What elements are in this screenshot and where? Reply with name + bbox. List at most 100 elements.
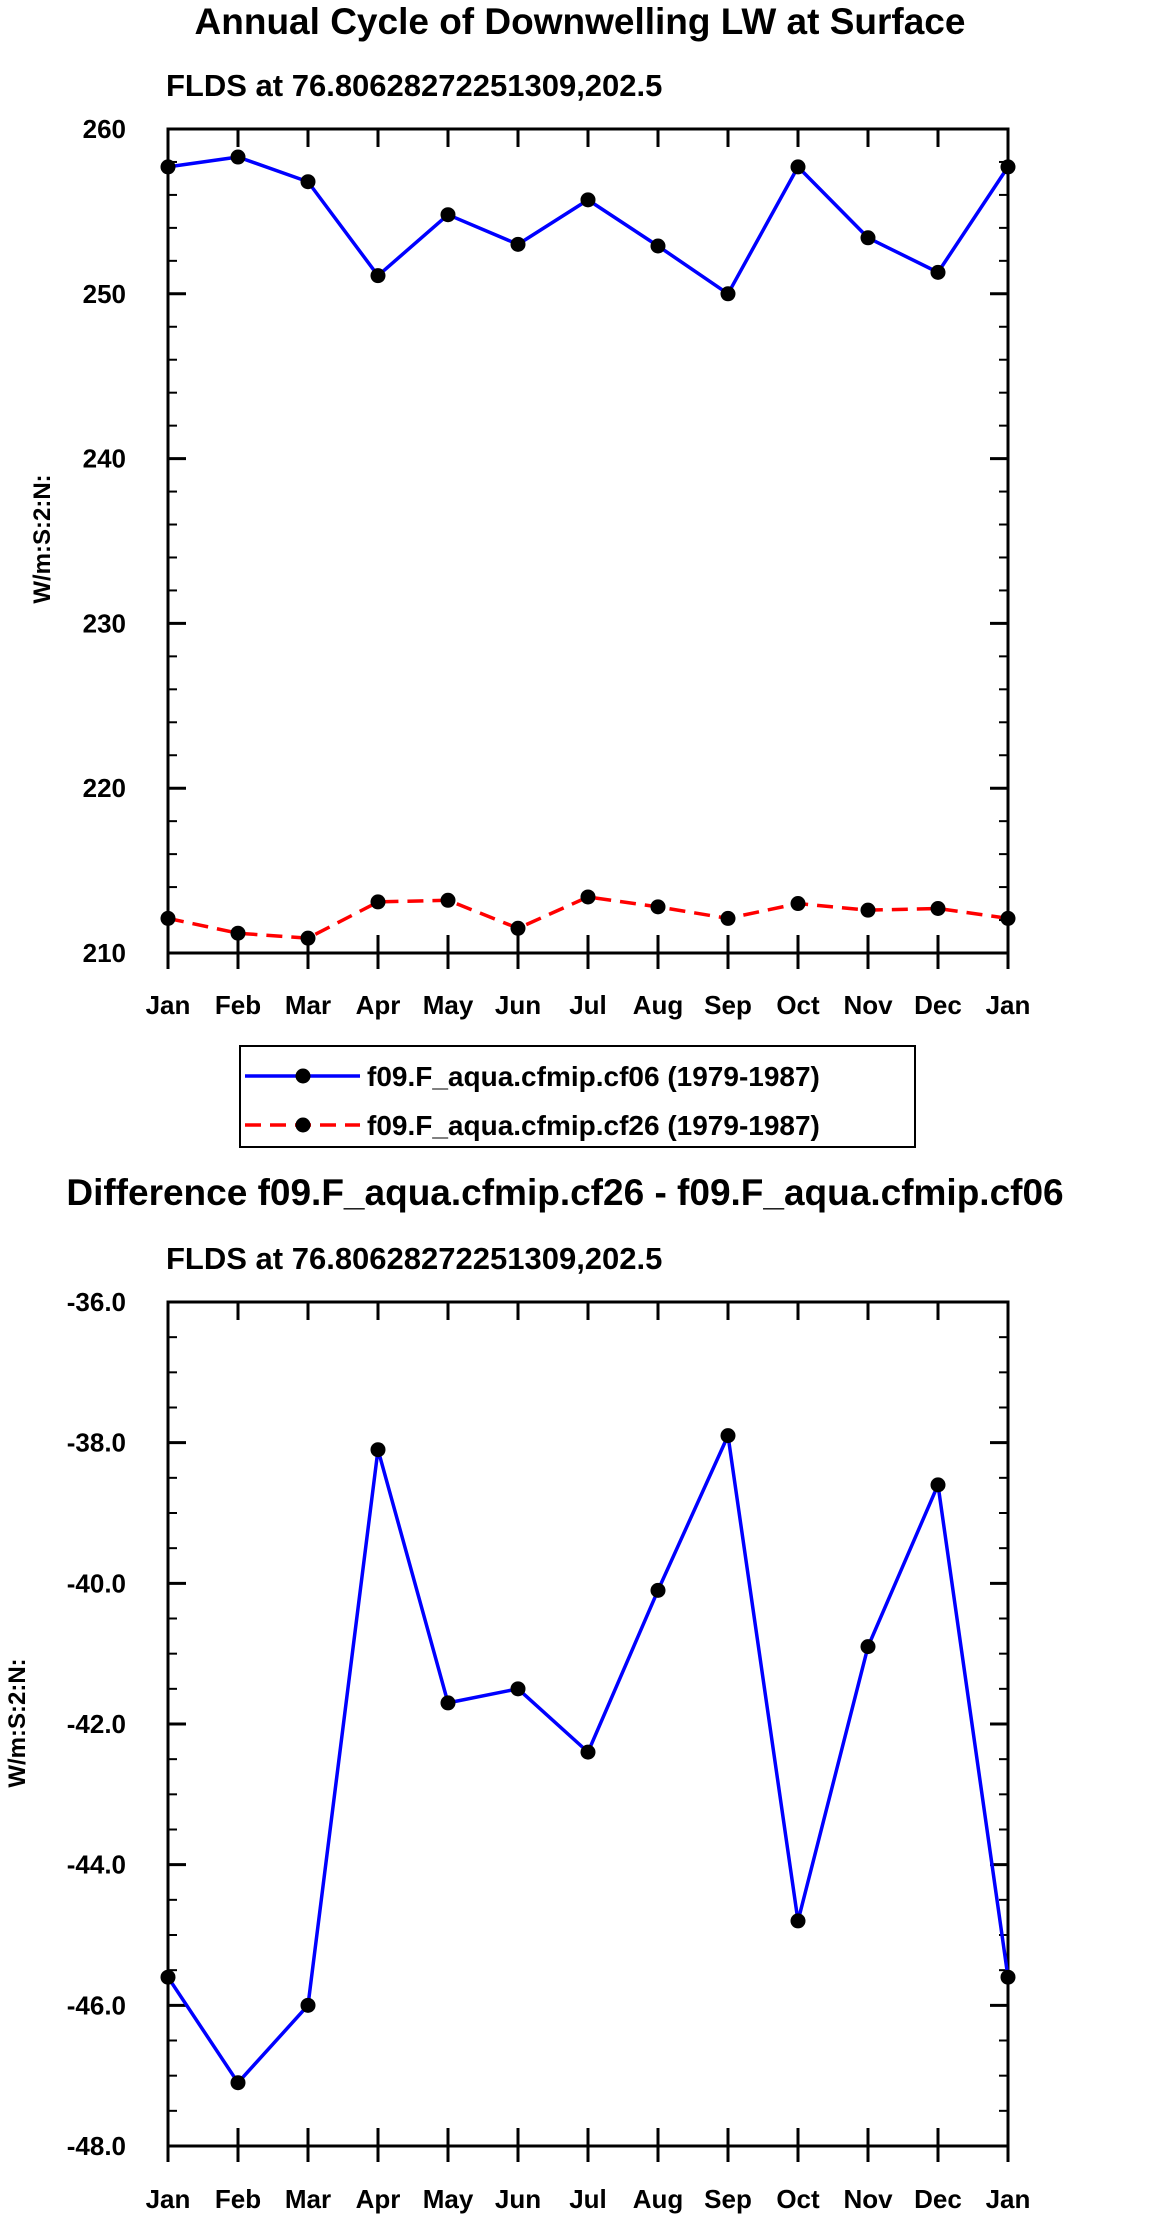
chart1-series-1-point <box>300 174 316 190</box>
chart2-xtick-label: Nov <box>843 2184 893 2214</box>
chart1-series-1-point <box>440 207 456 223</box>
chart2-series-1-point <box>230 2075 246 2091</box>
chart1-xtick-label: Mar <box>285 990 331 1020</box>
chart2-xtick-label: Dec <box>914 2184 962 2214</box>
chart1-series-2-point <box>720 910 736 926</box>
chart2-series-1-point <box>1000 1969 1016 1985</box>
chart2-xtick-label: Apr <box>356 2184 401 2214</box>
chart1-xtick-label: May <box>423 990 474 1020</box>
chart1-series-2-point <box>790 896 806 912</box>
legend-marker-2 <box>295 1117 311 1133</box>
legend: f09.F_aqua.cfmip.cf06 (1979-1987) f09.F_a… <box>245 1061 820 1141</box>
chart1-series-1-point <box>160 159 176 175</box>
chart2-ytick-label: -46.0 <box>67 1990 126 2020</box>
chart2-ytick-label: -38.0 <box>67 1428 126 1458</box>
chart2-xtick-label: Jan <box>146 2184 191 2214</box>
chart1-series-line-1 <box>167 155 1010 296</box>
chart1-series-2-point <box>300 930 316 946</box>
chart2-xtick-label: Sep <box>704 2184 752 2214</box>
chart2-subtitle: FLDS at 76.80628272251309,202.5 <box>166 1241 662 1276</box>
chart2-xtick-label: Jun <box>495 2184 541 2214</box>
chart1-series-2-point <box>650 899 666 915</box>
chart1-xtick-label: Oct <box>776 990 820 1020</box>
chart1-xtick-label: Jan <box>146 990 191 1020</box>
chart2-ytick-label: -48.0 <box>67 2131 126 2161</box>
chart2-ytick-label: -40.0 <box>67 1568 126 1598</box>
chart1-series-1-point <box>510 236 526 252</box>
chart1-title: Annual Cycle of Downwelling LW at Surfac… <box>195 1 966 42</box>
chart2-xtick-label: Mar <box>285 2184 331 2214</box>
chart1-series-1-point <box>580 192 596 208</box>
chart1-series-1-point <box>720 286 736 302</box>
chart2-ytick-label: -36.0 <box>67 1287 126 1317</box>
chart2-series-group <box>160 1428 1016 2091</box>
chart1-xtick-label: Feb <box>215 990 261 1020</box>
chart2-series-1-point <box>300 1997 316 2013</box>
chart1-subtitle: FLDS at 76.80628272251309,202.5 <box>166 68 662 103</box>
chart1-xtick-label: Dec <box>914 990 962 1020</box>
chart1-series-2-point <box>580 889 596 905</box>
chart1-series-2-point <box>160 910 176 926</box>
chart1-xtick-label: Sep <box>704 990 752 1020</box>
chart1-ytick-label: 230 <box>83 608 126 638</box>
chart2-xtick-label: Jul <box>569 2184 607 2214</box>
chart1-series-2-point <box>860 902 876 918</box>
chart2-y-tick-labels: -48.0 -46.0 -44.0 -42.0 -40.0 -38.0 -36.0 <box>67 1287 126 2161</box>
chart1-series-1-point <box>930 264 946 280</box>
chart2-tick-marks <box>166 1300 1010 2162</box>
chart2-xtick-label: Oct <box>776 2184 820 2214</box>
chart2-x-tick-labels: Jan Feb Mar Apr May Jun Jul Aug Sep Oct Nov Dec Jan <box>146 2184 1031 2214</box>
chart1-tick-marks <box>166 127 1010 969</box>
chart1-series-1-point <box>370 268 386 284</box>
legend-label-1: f09.F_aqua.cfmip.cf06 (1979-1987) <box>367 1061 820 1092</box>
chart1-xtick-label: Nov <box>843 990 893 1020</box>
chart2-xtick-label: Feb <box>215 2184 261 2214</box>
chart2-xtick-label: May <box>423 2184 474 2214</box>
chart2-series-1-point <box>510 1681 526 1697</box>
chart1-xtick-label: Aug <box>633 990 684 1020</box>
chart1-ytick-label: 240 <box>83 444 126 474</box>
chart1-xtick-label: Jul <box>569 990 607 1020</box>
chart2-xtick-label: Jan <box>986 2184 1031 2214</box>
chart2-series-1-point <box>930 1477 946 1493</box>
chart1-x-tick-labels: Jan Feb Mar Apr May Jun Jul Aug Sep Oct Nov Dec Jan <box>146 990 1031 1020</box>
legend-label-2: f09.F_aqua.cfmip.cf26 (1979-1987) <box>367 1110 820 1141</box>
legend-box <box>239 1045 916 1148</box>
legend-marker-1 <box>295 1068 311 1084</box>
chart1-ytick-label: 210 <box>83 938 126 968</box>
chart2-series-1-point <box>790 1913 806 1929</box>
chart2-series-1-point <box>160 1969 176 1985</box>
chart1-series-1-point <box>230 149 246 165</box>
chart1-series-2-point <box>440 892 456 908</box>
chart1-ytick-label: 250 <box>83 279 126 309</box>
chart2-ylabel: W/m:S:2:N: <box>4 1658 31 1787</box>
chart1-series-2-point <box>1000 910 1016 926</box>
chart2-series-1-point <box>370 1442 386 1458</box>
chart1-series-2-point <box>510 920 526 936</box>
chart2-series-1-point <box>580 1744 596 1760</box>
chart2-series-1-point <box>650 1582 666 1598</box>
chart1-xtick-label: Jan <box>986 990 1031 1020</box>
chart1-y-tick-labels: 210 220 230 240 250 260 <box>83 114 126 968</box>
chart1-xtick-label: Apr <box>356 990 401 1020</box>
chart1-series-1-point <box>790 159 806 175</box>
chart2-ytick-label: -44.0 <box>67 1850 126 1880</box>
chart2-xtick-label: Aug <box>633 2184 684 2214</box>
chart1-series-1-point <box>1000 159 1016 175</box>
chart1-ytick-label: 220 <box>83 773 126 803</box>
chart1-xtick-label: Jun <box>495 990 541 1020</box>
chart1-series-1-point <box>860 230 876 246</box>
chart1-series-1-point <box>650 238 666 254</box>
chart2-ytick-label: -42.0 <box>67 1709 126 1739</box>
chart2-series-1-point <box>860 1639 876 1655</box>
chart2-series-1-point <box>440 1695 456 1711</box>
chart1-plot-frame <box>166 127 1010 955</box>
chart1-ytick-label: 260 <box>83 114 126 144</box>
chart1-series-2-point <box>930 901 946 917</box>
chart2-series-1-point <box>720 1428 736 1444</box>
chart1-ylabel: W/m:S:2:N: <box>29 474 56 603</box>
chart1-series-2-point <box>230 925 246 941</box>
chart1-series-2-point <box>370 894 386 910</box>
chart2-title: Difference f09.F_aqua.cfmip.cf26 - f09.F… <box>66 1172 1063 1213</box>
